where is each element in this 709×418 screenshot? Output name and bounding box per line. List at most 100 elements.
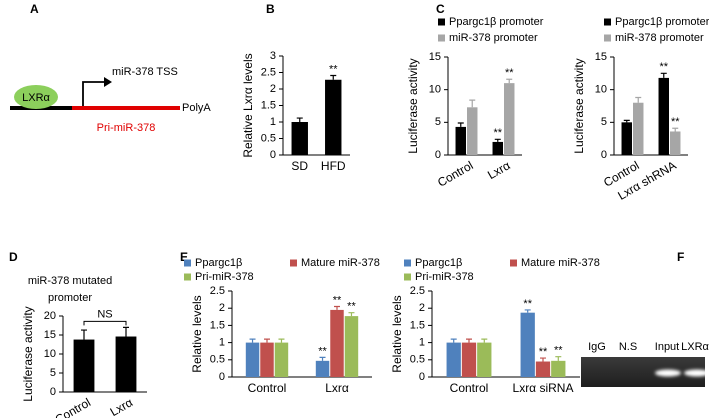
bar [455,126,466,155]
error-bar [319,356,326,361]
legend-label: Ppargc1β promoter [615,16,709,28]
chart-title: promoter [48,292,92,304]
y-tick-label: 2.5 [261,66,276,78]
y-tick-label: 10 [44,348,56,360]
significance-label: ** [505,67,514,79]
y-tick-label: 1 [219,337,225,349]
legend-swatch [184,259,191,267]
bar [520,312,535,377]
comparison-bracket [83,320,127,326]
bar [551,360,566,377]
x-tick-label: HFD [321,159,346,173]
panel-label: F [677,250,684,264]
error-bar [457,122,464,127]
lane-label: IgG [588,341,606,353]
y-tick-label: 1 [270,116,276,128]
y-tick-label: 5 [435,116,441,128]
y-tick-label: 5 [50,367,56,379]
gel-band [655,369,681,377]
y-tick-label: 5 [601,116,607,128]
bar [504,83,515,155]
factor-ellipse [14,85,58,109]
y-tick-label: 0 [219,371,225,383]
legend-swatch [184,273,191,281]
bar [658,77,669,155]
error-bar [330,74,337,80]
error-bar [660,72,667,78]
y-axis-label: Relative levels [390,295,404,372]
bar [330,309,344,377]
bar [621,122,632,155]
y-tick-label: 15 [595,51,607,63]
bar [315,360,330,377]
bar [325,79,342,155]
y-tick-label: 1.5 [210,319,225,331]
bar [115,336,137,392]
x-tick-label: Lxrα [485,158,512,182]
error-bar [623,119,630,123]
gel-band [684,369,709,377]
legend-label: Mature miR-378 [301,257,380,269]
bar [245,342,260,377]
legend-swatch [438,34,445,42]
significance-label: ** [539,346,548,358]
legend-label: miR-378 promoter [615,32,704,44]
tss-arrow [82,81,104,106]
x-tick-label: Control [435,158,476,189]
legend-swatch [604,18,611,26]
legend-label: Mature miR-378 [521,257,600,269]
chart-title: miR-378 mutated [28,275,112,287]
error-bar [469,99,476,108]
bar [670,131,681,155]
tss-label: miR-378 TSS [112,66,178,78]
error-bar [296,117,303,122]
legend-swatch [404,259,411,267]
panel-label: B [266,2,275,16]
x-tick-label: Control [53,395,94,418]
bar [461,342,477,377]
transcript-label: Pri-miR-378 [97,122,156,134]
y-tick-label: 1.5 [410,319,425,331]
y-tick-label: 2 [219,302,225,314]
significance-label: ** [523,298,532,310]
y-tick-label: 0.5 [261,132,276,144]
bar [446,342,461,377]
error-bar [450,338,457,343]
significance-label: ** [554,345,563,357]
significance-label: ** [493,127,502,139]
y-tick-label: 0 [50,386,56,398]
y-tick-label: 0 [601,149,607,161]
significance-label: ** [347,301,356,313]
legend-swatch [604,34,611,42]
gel [581,357,709,387]
error-bar [555,356,562,361]
bar [73,339,95,392]
bar [344,316,359,377]
y-tick-label: 15 [44,329,56,341]
lane-label: N.S [619,341,637,353]
panel-label: C [436,2,445,16]
y-tick-label: 3 [270,50,276,62]
significance-label: ** [329,63,338,75]
x-tick-label: SD [291,159,308,173]
y-tick-label: 10 [595,84,607,96]
significance-label: ** [671,116,680,128]
bar [492,141,503,155]
legend-swatch [290,259,297,267]
error-bar [672,127,679,132]
bar [477,342,492,377]
y-tick-label: 0.5 [410,354,425,366]
legend-swatch [404,273,411,281]
x-tick-label: Lxrα siRNA [513,381,574,395]
error-bar [524,309,531,313]
x-tick-label: Control [248,381,287,395]
y-tick-label: 0 [270,149,276,161]
bar [535,361,551,377]
y-tick-label: 0.5 [210,354,225,366]
error-bar [540,357,546,362]
significance-label: ** [318,345,327,357]
y-axis-label: Luciferase activity [406,58,420,153]
y-tick-label: 10 [429,84,441,96]
bar [274,342,289,377]
